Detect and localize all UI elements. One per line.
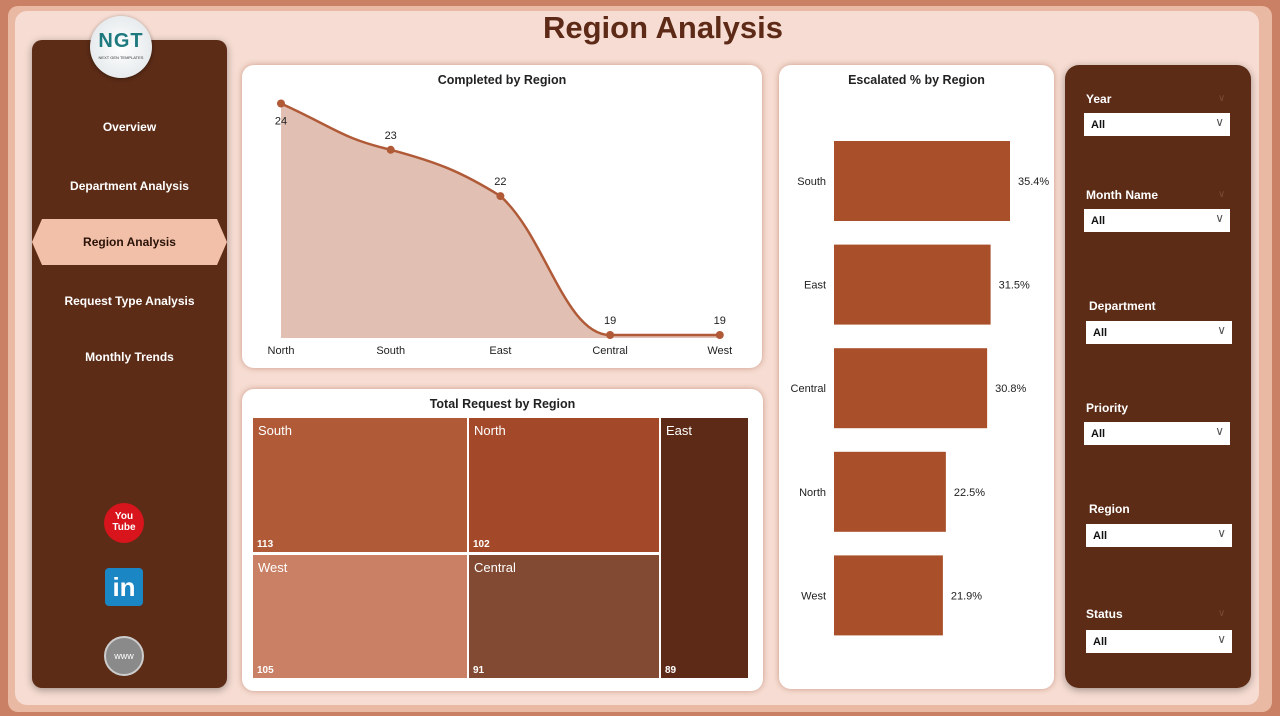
chevron-down-icon: ∨ xyxy=(1215,211,1224,225)
bar xyxy=(834,244,991,325)
y-tick-label: Central xyxy=(791,383,826,395)
nav-department-analysis[interactable]: Department Analysis xyxy=(70,179,189,193)
region-dropdown[interactable]: All ∨ xyxy=(1086,524,1232,547)
year-filter-label: Year xyxy=(1086,92,1112,106)
filters-panel xyxy=(1065,65,1251,688)
data-label: 24 xyxy=(275,116,287,128)
cell-label: South xyxy=(258,423,292,438)
treemap-cell-east[interactable]: East 89 xyxy=(661,418,748,678)
data-label: 21.9% xyxy=(951,590,982,602)
bar xyxy=(834,348,988,429)
chevron-down-icon: ∨ xyxy=(1215,424,1224,438)
treemap-cell-central[interactable]: Central 91 xyxy=(469,555,659,678)
x-tick-label: South xyxy=(376,345,405,357)
area-fill xyxy=(281,103,720,338)
treemap-cell-south[interactable]: South 113 xyxy=(253,418,467,552)
data-label: 35.4% xyxy=(1018,176,1049,188)
cell-label: North xyxy=(474,423,506,438)
chart-title: Completed by Region xyxy=(437,73,567,87)
data-point xyxy=(386,145,395,154)
chevron-down-icon: ∨ xyxy=(1217,632,1226,646)
completed-by-region-card: Completed by Region 24 North 23 South 22 East… xyxy=(242,65,762,368)
region-filter-label: Region xyxy=(1089,502,1130,516)
cell-value: 113 xyxy=(257,539,274,550)
cell-label: East xyxy=(666,423,693,438)
dropdown-value: All xyxy=(1091,119,1106,131)
y-tick-label: West xyxy=(801,590,826,602)
logo-text: NGT xyxy=(98,30,144,52)
status-filter-label: Status xyxy=(1086,607,1123,621)
month-name-filter-label: Month Name xyxy=(1086,188,1158,202)
linkedin-icon[interactable]: in xyxy=(105,568,143,606)
dropdown-value: All xyxy=(1091,428,1106,440)
cell-label: West xyxy=(258,560,288,575)
chevron-down-icon: ∨ xyxy=(1217,526,1226,540)
collapse-chevron-icon[interactable]: ∨ xyxy=(1218,608,1226,619)
escalated-card: Escalated % by Region South 35.4% East 31.5… xyxy=(779,65,1054,689)
cell-label: Central xyxy=(474,560,516,575)
nav-request-type-analysis[interactable]: Request Type Analysis xyxy=(64,294,195,308)
chart-title: Escalated % by Region xyxy=(848,73,985,87)
collapse-chevron-icon[interactable]: ∨ xyxy=(1218,93,1226,104)
status-dropdown[interactable]: All ∨ xyxy=(1086,630,1232,653)
x-tick-label: West xyxy=(707,345,732,357)
cell-value: 105 xyxy=(257,665,274,676)
cell-value: 89 xyxy=(665,665,677,676)
dropdown-value: All xyxy=(1093,530,1108,542)
area-chart: 24 North 23 South 22 East 19 Central 19 West xyxy=(268,99,732,357)
youtube-icon[interactable]: You Tube xyxy=(104,503,144,543)
data-label: 19 xyxy=(714,315,726,327)
data-label: 22.5% xyxy=(954,487,985,499)
chart-title: Total Request by Region xyxy=(429,397,576,411)
y-tick-label: South xyxy=(797,176,826,188)
y-tick-label: North xyxy=(799,487,826,499)
page-title: Region Analysis xyxy=(542,10,784,45)
data-point xyxy=(715,331,724,339)
dropdown-value: All xyxy=(1093,327,1108,339)
globe-icon[interactable]: www xyxy=(104,636,144,676)
department-dropdown[interactable]: All ∨ xyxy=(1086,321,1232,344)
month-name-dropdown[interactable]: All ∨ xyxy=(1084,209,1230,232)
data-label: 30.8% xyxy=(995,383,1026,395)
logo-subtext: NEXT GEN TEMPLATES xyxy=(98,55,144,60)
x-tick-label: East xyxy=(489,345,511,357)
data-label: 22 xyxy=(494,176,506,188)
series-line xyxy=(280,102,720,337)
data-point xyxy=(496,192,505,201)
cell-value: 91 xyxy=(473,665,485,676)
chevron-down-icon: ∨ xyxy=(1215,115,1224,129)
treemap-cell-north[interactable]: North 102 xyxy=(469,418,659,552)
logo: NGT NEXT GEN TEMPLATES xyxy=(90,16,152,78)
bar xyxy=(834,451,946,532)
nav-region-analysis[interactable]: Region Analysis xyxy=(32,219,227,265)
x-tick-label: Central xyxy=(592,345,627,357)
priority-dropdown[interactable]: All ∨ xyxy=(1084,422,1230,445)
collapse-chevron-icon[interactable]: ∨ xyxy=(1218,189,1226,200)
bar xyxy=(834,555,943,636)
data-point xyxy=(277,99,285,108)
x-tick-label: North xyxy=(268,345,295,357)
nav-overview[interactable]: Overview xyxy=(102,120,157,134)
data-label: 19 xyxy=(604,315,616,327)
data-point xyxy=(606,331,615,339)
nav-monthly-trends[interactable]: Monthly Trends xyxy=(85,350,174,364)
dropdown-value: All xyxy=(1093,636,1108,648)
data-label: 31.5% xyxy=(999,280,1030,292)
cell-value: 102 xyxy=(473,539,490,550)
bar xyxy=(834,141,1010,221)
department-filter-label: Department xyxy=(1089,299,1156,313)
priority-filter-label: Priority xyxy=(1086,401,1129,415)
treemap-cell-west[interactable]: West 105 xyxy=(253,555,467,678)
chevron-down-icon: ∨ xyxy=(1217,323,1226,337)
year-dropdown[interactable]: All ∨ xyxy=(1084,113,1230,136)
y-tick-label: East xyxy=(804,280,826,292)
bar-chart: South 35.4% East 31.5% Central 30.8% North 22.5… xyxy=(791,141,1049,636)
data-label: 23 xyxy=(385,130,397,142)
dropdown-value: All xyxy=(1091,215,1106,227)
